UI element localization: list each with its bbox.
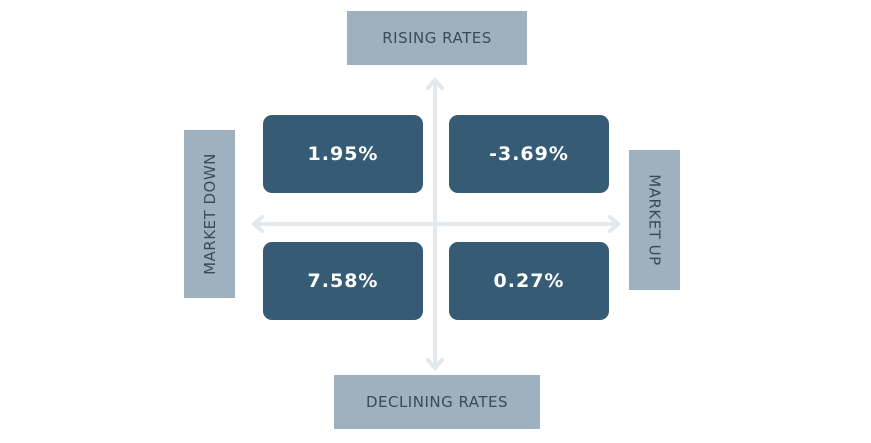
quadrant-value: 0.27% bbox=[493, 270, 565, 292]
quadrant-value: 7.58% bbox=[307, 270, 379, 292]
quadrant-declining-rates-market-up: 0.27% bbox=[449, 242, 609, 320]
declining-rates-label: DECLINING RATES bbox=[334, 375, 540, 429]
quadrant-rising-rates-market-down: 1.95% bbox=[263, 115, 423, 193]
market-up-label: MARKET UP bbox=[629, 150, 680, 290]
quadrant-declining-rates-market-down: 7.58% bbox=[263, 242, 423, 320]
quadrant-rising-rates-market-up: -3.69% bbox=[449, 115, 609, 193]
arrow-left-head bbox=[252, 215, 264, 233]
arrow-right-head bbox=[608, 215, 620, 233]
declining-rates-text: DECLINING RATES bbox=[365, 393, 509, 411]
rising-rates-label: RISING RATES bbox=[347, 11, 527, 65]
market-down-label: MARKET DOWN bbox=[184, 130, 235, 298]
arrow-down-head bbox=[426, 358, 444, 370]
rising-rates-text: RISING RATES bbox=[382, 29, 492, 47]
market-up-text: MARKET UP bbox=[645, 174, 664, 266]
quadrant-value: 1.95% bbox=[307, 143, 379, 165]
arrow-up-head bbox=[426, 78, 444, 90]
market-down-text: MARKET DOWN bbox=[200, 153, 219, 275]
quadrant-value: -3.69% bbox=[489, 143, 569, 165]
